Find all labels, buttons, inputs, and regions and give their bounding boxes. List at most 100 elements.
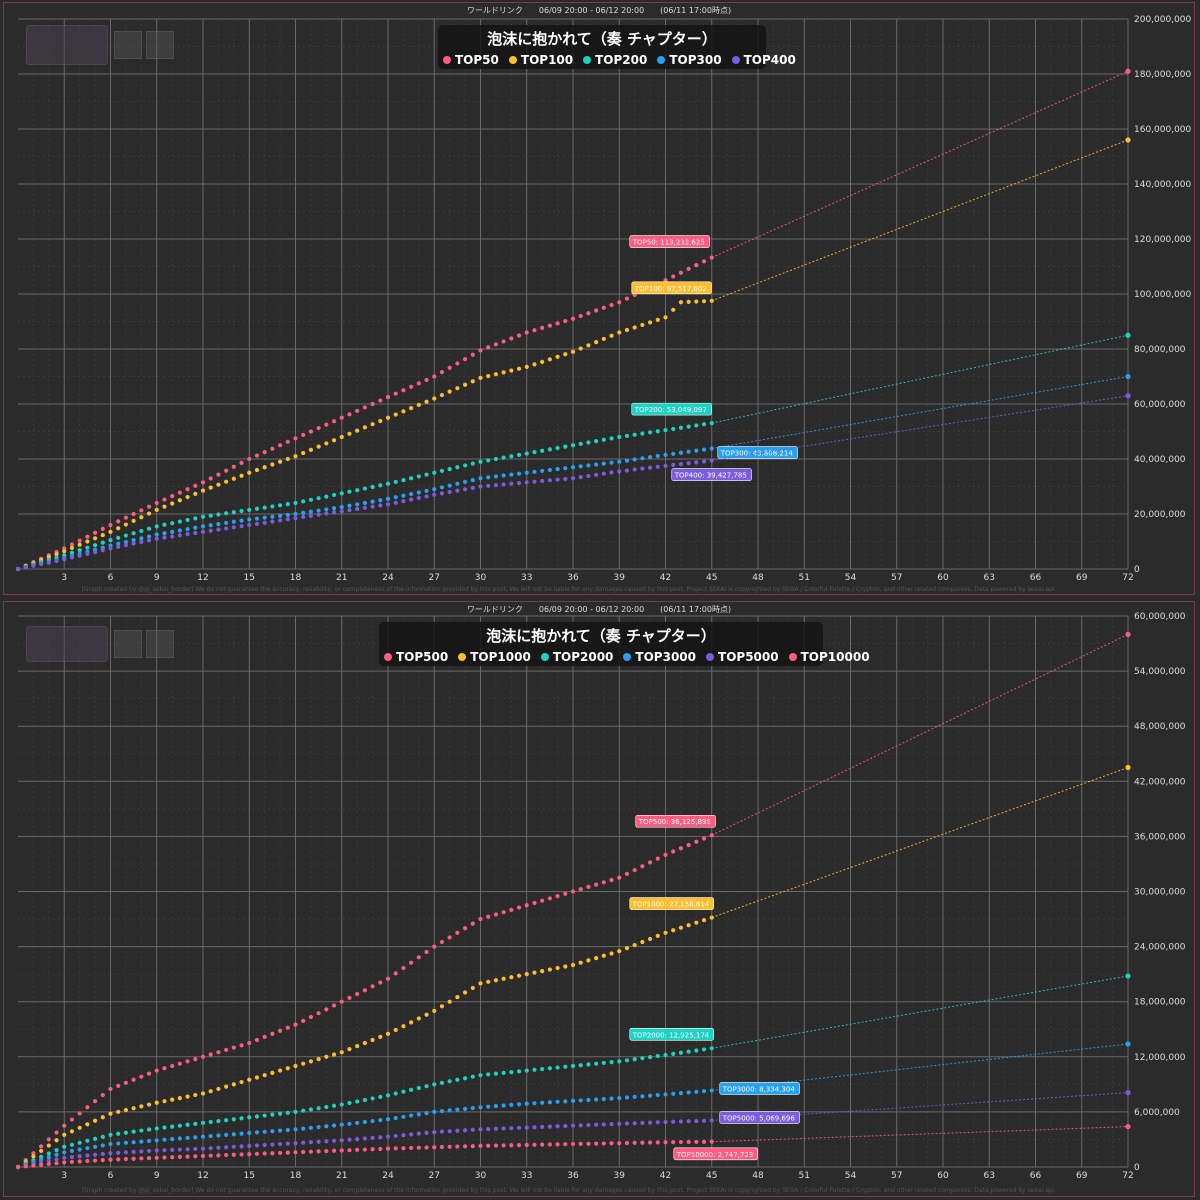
data-point	[339, 1148, 344, 1153]
x-tick-label: 39	[614, 573, 626, 583]
data-point	[632, 467, 637, 472]
data-point	[108, 1111, 113, 1116]
data-point	[231, 510, 236, 515]
data-point	[316, 1106, 321, 1111]
data-point	[609, 302, 614, 308]
data-point	[293, 1150, 298, 1155]
data-point	[316, 496, 321, 501]
data-point	[46, 1143, 51, 1148]
data-point	[601, 305, 606, 310]
data-point	[624, 1121, 630, 1126]
data-point	[177, 1096, 182, 1101]
data-point	[146, 526, 152, 531]
data-point	[570, 349, 576, 354]
data-point	[208, 1153, 213, 1158]
data-point	[486, 373, 491, 379]
data-point	[77, 538, 82, 543]
data-point	[563, 476, 568, 482]
projection-point	[1125, 393, 1131, 399]
data-point	[347, 1137, 352, 1142]
data-point	[131, 511, 136, 517]
data-point	[216, 1133, 221, 1138]
data-point	[393, 1146, 398, 1151]
data-point	[416, 402, 421, 408]
data-point	[524, 1142, 529, 1148]
data-point	[62, 1155, 67, 1160]
data-point	[216, 472, 221, 477]
data-point	[478, 459, 483, 464]
data-point	[493, 912, 499, 917]
data-point	[516, 973, 522, 978]
x-tick-label: 3	[61, 573, 67, 583]
data-point	[493, 372, 499, 377]
data-point	[516, 1125, 522, 1130]
data-point	[416, 1145, 421, 1150]
data-point	[154, 1155, 159, 1160]
data-point	[640, 431, 645, 436]
data-point	[663, 1140, 668, 1145]
data-point	[439, 491, 445, 496]
character-thumbnail	[146, 31, 174, 59]
data-point	[678, 925, 684, 930]
data-point	[594, 955, 599, 961]
data-point	[77, 553, 82, 558]
legend-items: TOP500 TOP1000 TOP2000 TOP3000 TOP5000 TOP100…	[379, 650, 870, 664]
data-point	[162, 1066, 167, 1071]
data-point	[277, 1068, 283, 1073]
data-point	[123, 543, 129, 548]
data-point	[524, 330, 529, 335]
data-point	[478, 484, 483, 489]
data-point	[478, 916, 483, 922]
data-point	[146, 504, 152, 509]
x-tick-label: 42	[660, 1171, 671, 1181]
data-point	[516, 480, 522, 486]
data-point	[39, 562, 44, 567]
data-point	[285, 456, 290, 462]
data-point	[270, 1129, 275, 1134]
data-point	[324, 1148, 329, 1154]
data-point	[709, 1118, 714, 1123]
data-point	[640, 939, 645, 945]
data-point	[378, 483, 383, 488]
data-point	[362, 1136, 367, 1141]
x-tick-label: 30	[475, 573, 487, 583]
data-point	[501, 1143, 506, 1148]
data-point	[193, 525, 198, 530]
data-point	[193, 1056, 198, 1062]
data-point	[162, 531, 167, 536]
data-point	[385, 1117, 391, 1122]
data-point	[331, 1003, 337, 1008]
data-point	[609, 470, 614, 475]
chart-canvas-top: 3 6 9 12 15 18 21 24 27 30 33 36 39 42 45 48 51 54 57 60 63 6…	[15, 15, 1192, 583]
data-point	[578, 313, 583, 319]
data-point	[570, 1098, 576, 1103]
data-point	[678, 846, 684, 851]
x-tick-label: 57	[891, 1171, 902, 1181]
x-tick-label: 9	[154, 1171, 160, 1181]
series-top10000: TOP10000: 2,747,723	[15, 1123, 1131, 1170]
data-point	[316, 508, 321, 513]
data-point	[154, 1068, 159, 1073]
data-point	[563, 1064, 568, 1069]
data-point	[362, 988, 367, 993]
data-point	[447, 489, 452, 495]
series-top3000: TOP3000: 8,334,304	[15, 1041, 1131, 1170]
data-point	[200, 524, 206, 529]
data-point	[709, 833, 714, 838]
data-point	[139, 1156, 144, 1161]
data-point	[694, 448, 699, 453]
data-point	[601, 1122, 606, 1127]
data-point	[324, 1104, 329, 1110]
data-point	[586, 958, 591, 963]
data-point	[555, 893, 560, 899]
data-point	[62, 1123, 67, 1128]
data-point	[509, 454, 514, 459]
data-point	[162, 535, 167, 540]
data-point	[424, 949, 429, 955]
data-point	[578, 887, 583, 892]
x-tick-label: 6	[108, 573, 114, 583]
data-point	[416, 1112, 421, 1117]
projection-point	[1125, 1123, 1131, 1130]
data-point	[439, 1004, 445, 1009]
data-point	[208, 513, 213, 518]
